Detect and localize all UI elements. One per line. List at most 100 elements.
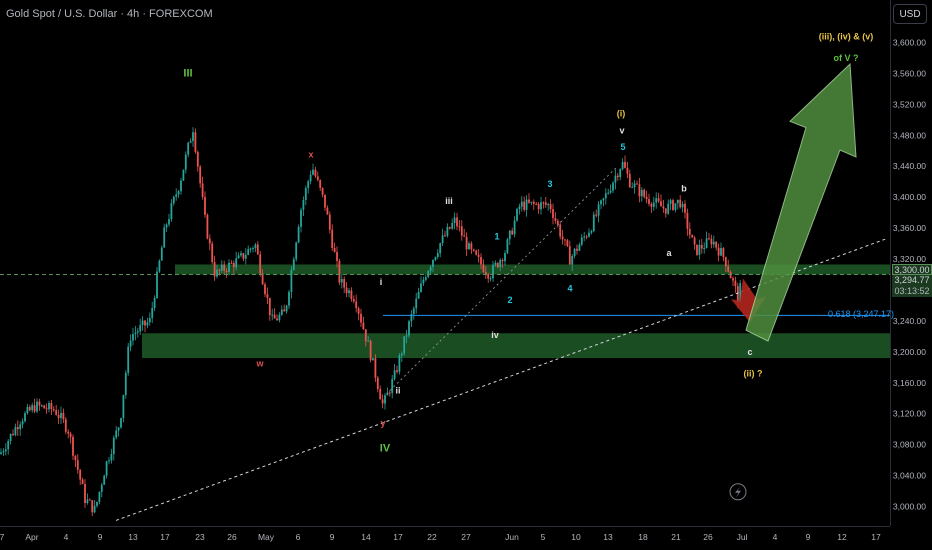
candle-body bbox=[554, 217, 557, 221]
candle-body bbox=[460, 226, 463, 236]
y-tick-label: 3,600.00 bbox=[893, 38, 926, 48]
candle-body bbox=[633, 183, 636, 187]
candle-body bbox=[482, 264, 485, 272]
candle-body bbox=[364, 329, 367, 342]
y-tick-label: 3,080.00 bbox=[893, 440, 926, 450]
wave-label: v bbox=[619, 126, 624, 136]
countdown-tag: 03:13:52 bbox=[892, 285, 932, 297]
x-tick-label: 7 bbox=[0, 532, 5, 542]
x-tick-label: May bbox=[258, 532, 275, 542]
candle-body bbox=[295, 242, 298, 260]
candle-body bbox=[513, 220, 516, 235]
candle-body bbox=[619, 169, 622, 178]
candle-body bbox=[21, 421, 24, 425]
x-tick-label: Jun bbox=[505, 532, 519, 542]
candle-body bbox=[696, 244, 698, 255]
candle-body bbox=[163, 227, 166, 248]
candle-body bbox=[170, 203, 173, 220]
candle-body bbox=[400, 353, 403, 356]
wave-label: 5 bbox=[620, 142, 625, 152]
candle-body bbox=[631, 186, 634, 188]
candle-body bbox=[182, 169, 185, 181]
wave-label: y bbox=[380, 418, 385, 428]
wave-label: (ii) ? bbox=[744, 368, 763, 378]
candle-body bbox=[676, 199, 679, 204]
candle-body bbox=[384, 395, 386, 404]
candle-body bbox=[388, 392, 391, 394]
candle-body bbox=[304, 188, 307, 200]
candle-body bbox=[2, 451, 5, 453]
candle-body bbox=[660, 201, 662, 207]
candle-body bbox=[537, 204, 540, 210]
candle-body bbox=[396, 370, 398, 372]
candle-body bbox=[38, 401, 41, 406]
candle-body bbox=[237, 255, 240, 259]
y-tick-label: 3,360.00 bbox=[893, 223, 926, 233]
candle-body bbox=[172, 196, 175, 204]
candle-body bbox=[64, 419, 67, 432]
candle-body bbox=[535, 203, 538, 205]
wave-label: IV bbox=[380, 443, 391, 455]
candle-body bbox=[74, 455, 77, 461]
candle-body bbox=[470, 243, 473, 250]
currency-button[interactable]: USD bbox=[893, 4, 927, 24]
candle-body bbox=[458, 226, 461, 228]
candle-body bbox=[45, 408, 48, 410]
candle-body bbox=[547, 204, 550, 206]
wave-label: iv bbox=[491, 330, 499, 340]
x-tick-label: 26 bbox=[703, 532, 713, 542]
candle-body bbox=[177, 191, 180, 195]
candle-body bbox=[4, 449, 7, 452]
candle-body bbox=[405, 335, 408, 337]
candle-body bbox=[254, 244, 257, 248]
candle-body bbox=[352, 299, 355, 302]
candle-body bbox=[278, 314, 281, 321]
candle-body bbox=[122, 394, 125, 419]
candle-body bbox=[530, 201, 533, 203]
candle-body bbox=[196, 151, 199, 167]
candle-body bbox=[76, 460, 79, 470]
candle-body bbox=[600, 200, 602, 205]
x-tick-label: 17 bbox=[160, 532, 170, 542]
candle-body bbox=[33, 405, 36, 412]
candle-body bbox=[312, 169, 314, 175]
fib-level-label: 0.618 (3,247.17) bbox=[828, 309, 895, 320]
x-tick-label: 26 bbox=[227, 532, 237, 542]
y-tick-label: 3,560.00 bbox=[893, 68, 926, 78]
x-tick-label: 23 bbox=[195, 532, 205, 542]
candle-body bbox=[115, 430, 118, 438]
x-tick-label: 14 bbox=[361, 532, 371, 542]
candle-body bbox=[175, 194, 178, 197]
candle-body bbox=[715, 241, 718, 248]
candle-body bbox=[55, 410, 58, 415]
candle-body bbox=[84, 484, 86, 504]
drawing-overlays bbox=[0, 63, 890, 521]
candle-body bbox=[324, 194, 326, 208]
y-tick-label: 3,000.00 bbox=[893, 502, 926, 512]
candle-body bbox=[136, 331, 139, 333]
x-tick-label: 22 bbox=[427, 532, 437, 542]
candle-body bbox=[592, 214, 595, 232]
candle-body bbox=[506, 239, 509, 254]
candle-body bbox=[451, 223, 454, 229]
candle-body bbox=[146, 322, 149, 326]
candle-body bbox=[88, 499, 91, 501]
candle-body bbox=[266, 294, 269, 298]
wave-label: ii bbox=[395, 386, 400, 396]
candle-body bbox=[362, 322, 365, 330]
upper-support-zone bbox=[175, 264, 890, 275]
candle-body bbox=[268, 297, 271, 316]
wave-label: b bbox=[681, 184, 687, 194]
candle-body bbox=[100, 484, 103, 492]
y-tick-label: 3,480.00 bbox=[893, 130, 926, 140]
candle-body bbox=[232, 262, 235, 268]
y-tick-label: 3,400.00 bbox=[893, 192, 926, 202]
up-arrow bbox=[745, 63, 857, 342]
candle-body bbox=[398, 355, 401, 372]
candle-body bbox=[568, 246, 571, 265]
candle-body bbox=[98, 491, 101, 502]
candle-body bbox=[532, 201, 535, 204]
candle-body bbox=[518, 206, 521, 209]
candle-body bbox=[705, 238, 708, 248]
